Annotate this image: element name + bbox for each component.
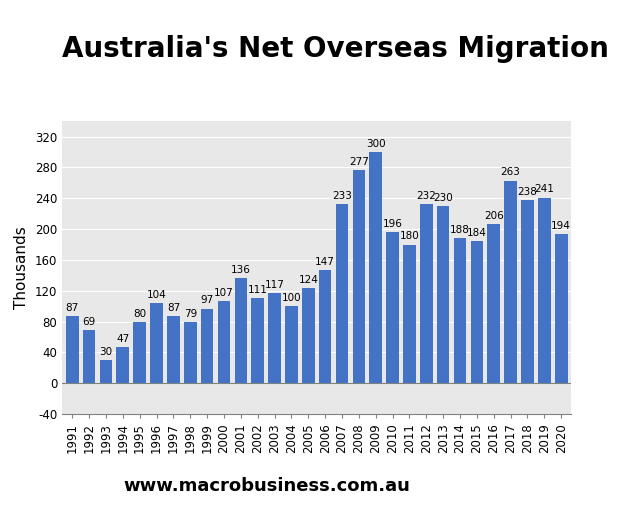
Text: 117: 117 [265,280,284,290]
Bar [471,241,483,383]
Text: 300: 300 [366,139,386,149]
Text: 206: 206 [484,212,504,221]
Bar [99,360,112,383]
Bar [521,200,534,383]
Bar [268,293,281,383]
Bar [487,225,500,383]
Bar [454,238,466,383]
Bar [420,205,433,383]
Text: 79: 79 [184,309,197,319]
Text: 136: 136 [231,265,251,275]
Text: 147: 147 [315,257,335,267]
Bar [150,303,163,383]
Text: 238: 238 [517,187,537,197]
Bar [134,322,146,383]
Text: 233: 233 [332,190,352,200]
Bar [117,347,129,383]
Text: 124: 124 [298,275,318,285]
Bar [167,316,179,383]
Bar [538,197,551,383]
Bar [437,206,450,383]
Text: 87: 87 [66,303,79,313]
Bar [184,322,197,383]
Text: BUSINESS: BUSINESS [489,68,566,82]
Bar [302,288,315,383]
Bar [83,330,96,383]
Text: MACRO: MACRO [487,33,568,53]
Text: 180: 180 [399,231,419,241]
Text: 69: 69 [83,317,96,327]
Text: 194: 194 [551,221,571,231]
Bar [504,181,517,383]
Bar [353,170,365,383]
Text: 230: 230 [433,193,453,203]
Text: 188: 188 [450,225,470,235]
Bar [386,232,399,383]
Text: 100: 100 [281,293,301,303]
Bar [369,152,382,383]
Text: 232: 232 [416,191,436,201]
Text: 80: 80 [133,309,146,319]
Text: 263: 263 [501,168,520,177]
Bar [403,244,416,383]
Text: 241: 241 [535,184,555,194]
Text: 104: 104 [147,290,166,300]
Text: 97: 97 [201,295,214,306]
Bar [201,309,214,383]
Bar [285,306,297,383]
Y-axis label: Thousands: Thousands [14,226,29,309]
Text: 196: 196 [383,219,402,229]
Bar [555,234,568,383]
Bar [235,278,247,383]
Bar [252,298,264,383]
Bar [319,270,332,383]
Text: 107: 107 [214,288,234,298]
Bar [66,316,78,383]
Text: 111: 111 [248,285,268,294]
Text: Australia's Net Overseas Migration: Australia's Net Overseas Migration [62,35,609,63]
Text: 30: 30 [99,347,112,357]
Bar [217,301,230,383]
Bar [336,204,348,383]
Text: www.macrobusiness.com.au: www.macrobusiness.com.au [124,477,410,495]
Text: 184: 184 [467,228,487,238]
Text: 87: 87 [167,303,180,313]
Text: 47: 47 [116,334,129,344]
Text: 277: 277 [349,157,369,167]
